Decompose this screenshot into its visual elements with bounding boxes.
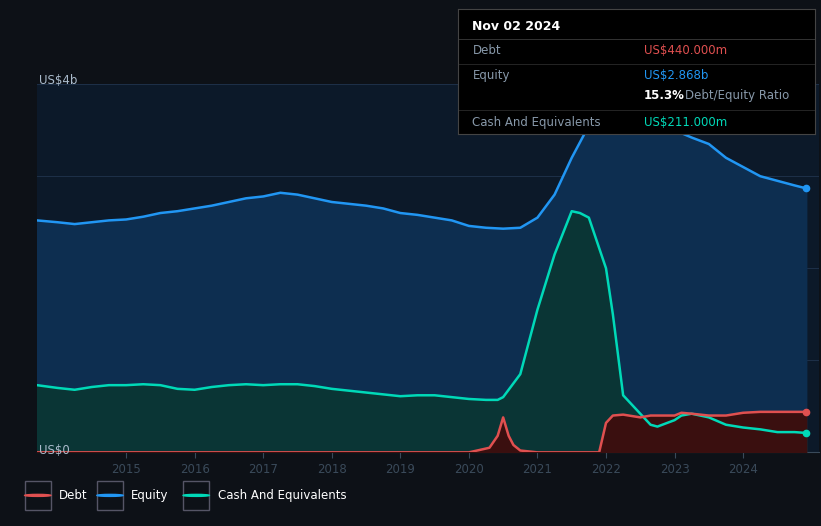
Text: Equity: Equity xyxy=(131,489,169,502)
Text: Debt: Debt xyxy=(59,489,88,502)
FancyBboxPatch shape xyxy=(25,481,51,510)
Text: US$440.000m: US$440.000m xyxy=(644,44,727,57)
Circle shape xyxy=(25,494,51,497)
Circle shape xyxy=(97,494,123,497)
FancyBboxPatch shape xyxy=(97,481,123,510)
Text: US$4b: US$4b xyxy=(39,74,78,87)
Text: US$211.000m: US$211.000m xyxy=(644,116,727,129)
Circle shape xyxy=(183,494,209,497)
Text: Cash And Equivalents: Cash And Equivalents xyxy=(218,489,346,502)
Text: Equity: Equity xyxy=(472,69,510,82)
Text: US$2.868b: US$2.868b xyxy=(644,69,709,82)
Text: 15.3%: 15.3% xyxy=(644,89,685,102)
Text: Debt: Debt xyxy=(472,44,501,57)
Text: US$0: US$0 xyxy=(39,444,70,458)
FancyBboxPatch shape xyxy=(183,481,209,510)
Text: Nov 02 2024: Nov 02 2024 xyxy=(472,20,561,33)
Text: Debt/Equity Ratio: Debt/Equity Ratio xyxy=(685,89,789,102)
Text: Cash And Equivalents: Cash And Equivalents xyxy=(472,116,601,129)
